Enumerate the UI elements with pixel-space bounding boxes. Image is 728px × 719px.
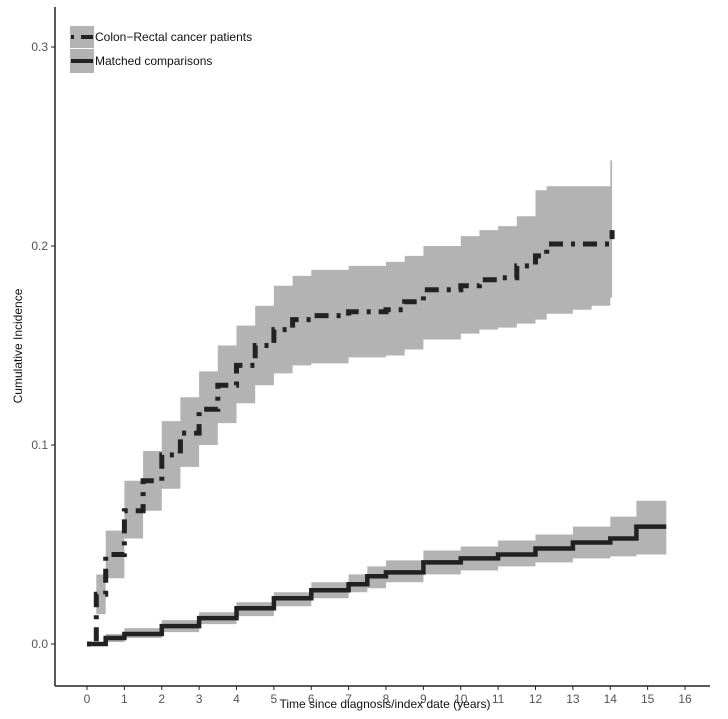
series-line-0 bbox=[87, 230, 615, 647]
series-line-1 bbox=[87, 524, 667, 647]
confidence-band-1 bbox=[87, 500, 667, 644]
y-axis-ticks: 0.0 0.1 0.2 0.3 bbox=[31, 40, 55, 651]
x-tick-label: 15 bbox=[641, 692, 655, 706]
y-tick-label: 0.2 bbox=[31, 239, 48, 253]
x-tick-label: 7 bbox=[345, 692, 352, 706]
x-tick-label: 3 bbox=[196, 692, 203, 706]
confidence-band-0 bbox=[87, 160, 613, 644]
legend: Colon−Rectal cancer patients Matched com… bbox=[70, 26, 252, 73]
x-tick-label: 14 bbox=[604, 692, 618, 706]
legend-label-matched: Matched comparisons bbox=[95, 54, 212, 68]
x-tick-label: 5 bbox=[271, 692, 278, 706]
x-tick-label: 8 bbox=[383, 692, 390, 706]
x-tick-label: 6 bbox=[308, 692, 315, 706]
x-tick-label: 9 bbox=[420, 692, 427, 706]
y-axis-title: Cumulative Incidence bbox=[11, 288, 25, 403]
x-axis-ticks: 0 1 2 3 4 5 6 7 8 9 10 11 12 13 14 15 16 bbox=[84, 686, 692, 706]
legend-label-cancer: Colon−Rectal cancer patients bbox=[95, 30, 252, 44]
confidence-bands bbox=[87, 160, 667, 644]
x-tick-label: 11 bbox=[492, 692, 505, 706]
x-tick-label: 0 bbox=[84, 692, 91, 706]
x-tick-label: 2 bbox=[158, 692, 165, 706]
x-tick-label: 16 bbox=[678, 692, 692, 706]
x-tick-label: 4 bbox=[233, 692, 240, 706]
x-tick-label: 1 bbox=[121, 692, 128, 706]
x-axis-title: Time since diagnosis/index date (years) bbox=[280, 697, 491, 711]
y-tick-label: 0.0 bbox=[31, 637, 48, 651]
x-tick-label: 10 bbox=[454, 692, 468, 706]
x-tick-label: 13 bbox=[566, 692, 580, 706]
x-tick-label: 12 bbox=[529, 692, 543, 706]
y-tick-label: 0.1 bbox=[31, 438, 48, 452]
series-lines bbox=[87, 230, 667, 647]
y-tick-label: 0.3 bbox=[31, 40, 48, 54]
